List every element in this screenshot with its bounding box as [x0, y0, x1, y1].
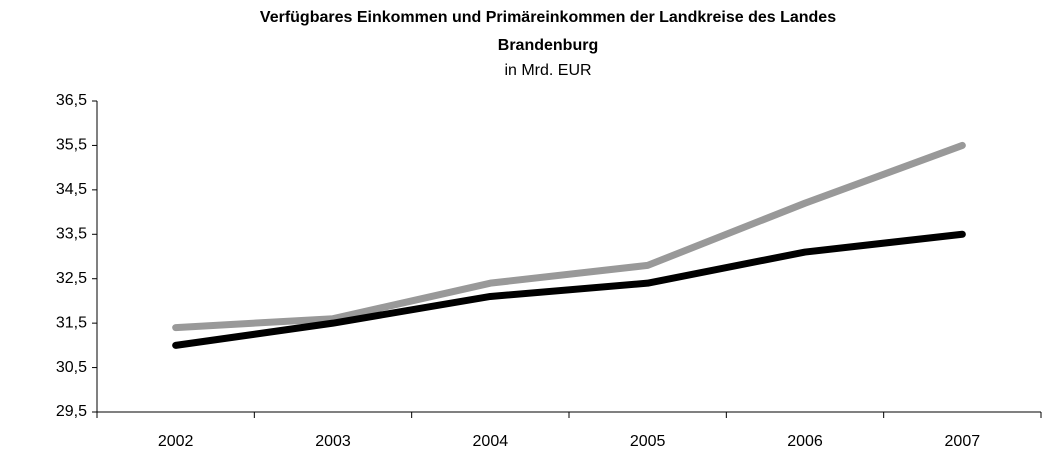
y-tick-label: 33,5 — [56, 226, 87, 243]
x-tick-label: 2002 — [158, 433, 194, 450]
chart-subtitle: in Mrd. EUR — [504, 62, 591, 79]
y-tick-label: 31,5 — [56, 314, 87, 331]
x-tick-label: 2006 — [787, 433, 823, 450]
x-tick-label: 2005 — [630, 433, 666, 450]
chart-title: Brandenburg — [498, 37, 598, 54]
chart-title: Verfügbares Einkommen und Primäreinkomme… — [260, 9, 836, 26]
x-tick-label: 2003 — [315, 433, 351, 450]
series-line — [172, 141, 966, 332]
x-tick-label: 2004 — [473, 433, 509, 450]
y-tick-label: 36,5 — [56, 92, 87, 109]
y-tick-label: 35,5 — [56, 137, 87, 154]
y-tick-label: 29,5 — [56, 403, 87, 420]
y-tick-label: 30,5 — [56, 359, 87, 376]
x-tick-label: 2007 — [945, 433, 981, 450]
y-tick-label: 32,5 — [56, 270, 87, 287]
y-tick-label: 34,5 — [56, 181, 87, 198]
series-line — [172, 230, 966, 349]
